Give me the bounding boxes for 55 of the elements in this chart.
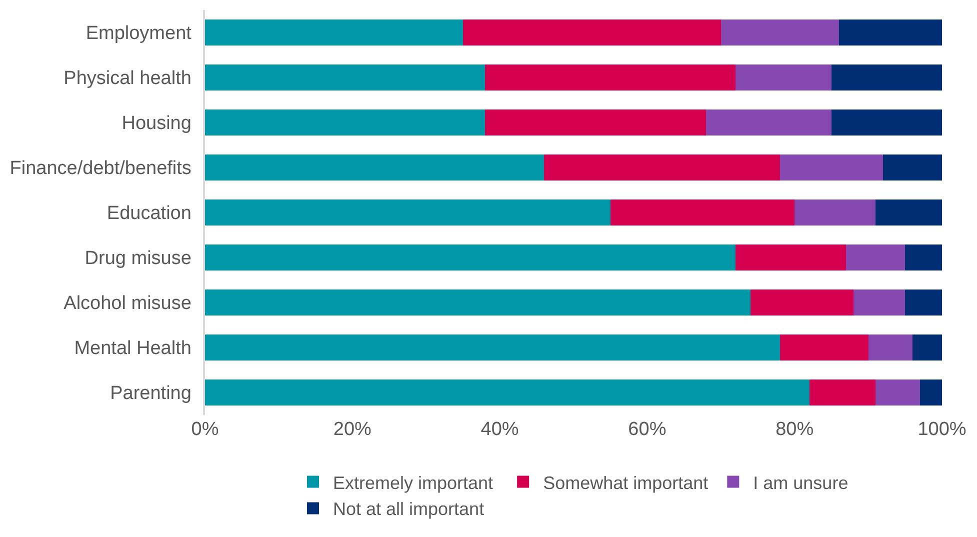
x-tick-label: 20% bbox=[333, 419, 372, 440]
y-tick-label: Housing bbox=[122, 113, 192, 134]
legend-label: I am unsure bbox=[753, 472, 848, 493]
bar bbox=[205, 19, 463, 46]
bar bbox=[868, 334, 913, 361]
bar bbox=[780, 334, 868, 361]
bar bbox=[205, 64, 486, 91]
bar bbox=[809, 379, 876, 406]
y-tick-label: Finance/debt/benefits bbox=[10, 158, 192, 180]
y-tick-label: Alcohol misuse bbox=[64, 293, 192, 314]
bar bbox=[912, 334, 942, 361]
bar bbox=[876, 379, 920, 406]
bar bbox=[905, 244, 942, 271]
bar bbox=[780, 154, 884, 181]
x-tick-label: 100% bbox=[918, 419, 966, 440]
bar bbox=[485, 109, 706, 136]
x-tick-label: 80% bbox=[776, 419, 814, 440]
legend-label: Somewhat important bbox=[543, 472, 708, 493]
x-tick-label: 40% bbox=[480, 419, 519, 440]
bar bbox=[610, 199, 795, 226]
bar bbox=[905, 289, 942, 316]
x-tick-label: 60% bbox=[628, 419, 666, 440]
bar bbox=[838, 19, 942, 46]
bar bbox=[205, 289, 750, 316]
y-tick-label: Mental Health bbox=[74, 338, 192, 360]
y-tick-label: Education bbox=[106, 203, 192, 224]
bar bbox=[462, 19, 721, 46]
legend-label: Extremely important bbox=[333, 472, 494, 493]
y-tick-label: Employment bbox=[86, 23, 192, 44]
bar bbox=[205, 334, 780, 361]
bar bbox=[883, 154, 942, 181]
y-tick-label: Parenting bbox=[110, 383, 192, 404]
bar bbox=[831, 64, 942, 91]
x-tick-label: 0% bbox=[191, 419, 219, 440]
bar bbox=[720, 19, 839, 46]
bar bbox=[205, 199, 610, 226]
bar bbox=[205, 379, 810, 406]
bar bbox=[854, 289, 906, 316]
bar bbox=[750, 289, 854, 316]
bar bbox=[920, 379, 942, 406]
bar bbox=[736, 244, 846, 271]
bar bbox=[831, 109, 942, 136]
bar bbox=[876, 199, 942, 226]
bar bbox=[794, 199, 876, 226]
bar bbox=[736, 64, 832, 91]
bar bbox=[485, 64, 736, 91]
bar bbox=[205, 109, 486, 136]
bar bbox=[205, 154, 544, 181]
legend-label: Not at all important bbox=[333, 499, 484, 520]
bar bbox=[846, 244, 906, 271]
y-tick-label: Drug misuse bbox=[84, 248, 192, 270]
bar bbox=[544, 154, 780, 181]
y-tick-label: Physical health bbox=[64, 68, 192, 90]
bar bbox=[706, 109, 832, 136]
bar bbox=[205, 244, 736, 271]
